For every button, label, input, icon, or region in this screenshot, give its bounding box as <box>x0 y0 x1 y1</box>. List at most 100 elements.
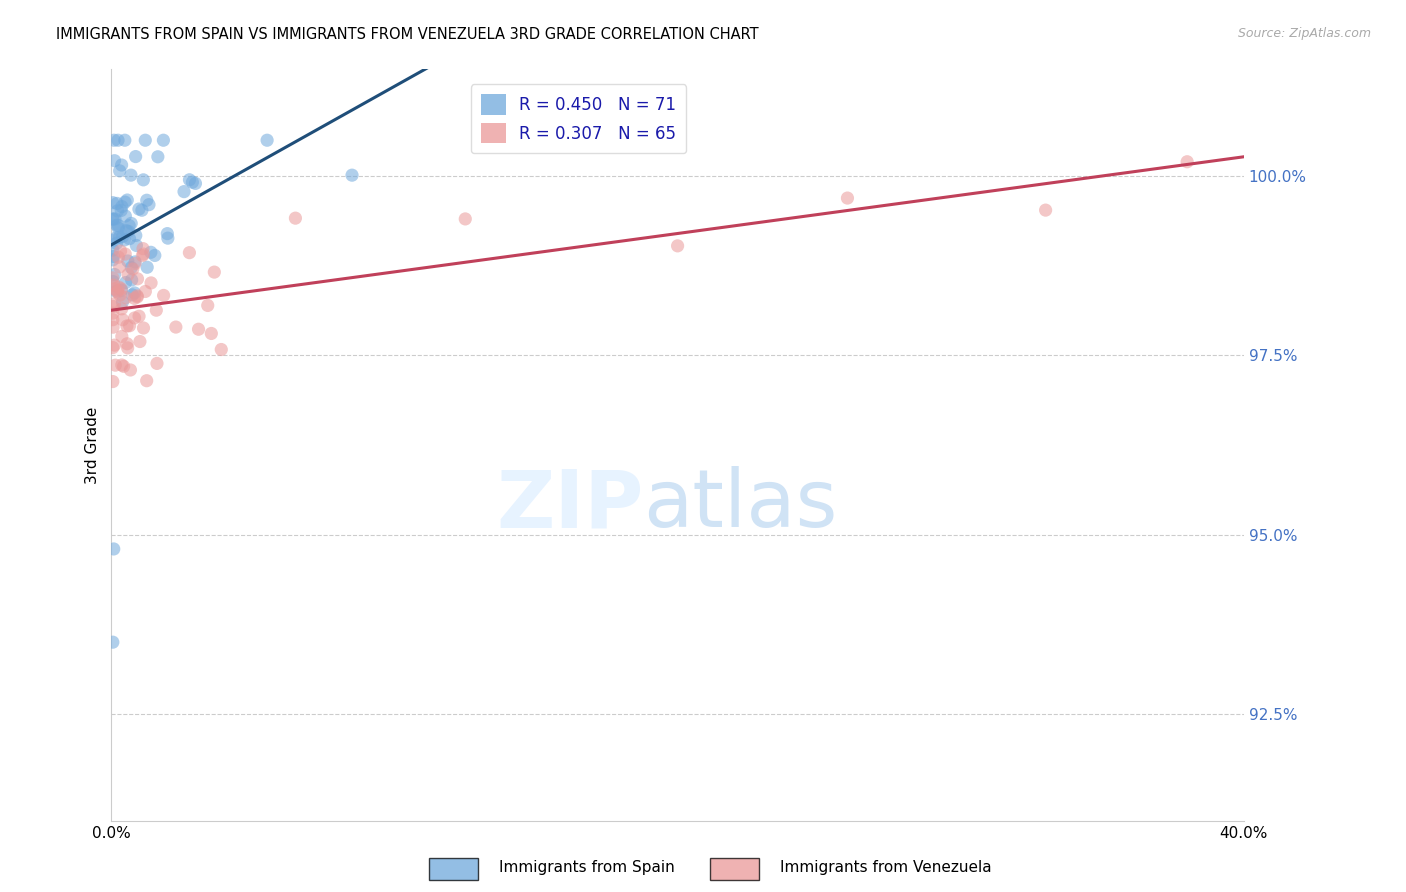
Point <box>121 262 143 277</box>
Point <box>111 358 134 372</box>
Point <box>143 248 166 262</box>
Point <box>135 193 157 207</box>
Point <box>114 247 136 261</box>
Point <box>134 133 156 147</box>
Point <box>103 233 125 247</box>
Point <box>103 153 125 168</box>
Point <box>105 236 128 251</box>
Point <box>117 224 139 238</box>
Y-axis label: 3rd Grade: 3rd Grade <box>86 406 100 483</box>
Point <box>145 303 167 318</box>
Point <box>114 276 136 290</box>
Point <box>121 288 143 302</box>
Point <box>138 197 160 211</box>
Point <box>136 260 159 275</box>
Point <box>101 252 124 267</box>
Point <box>120 363 142 377</box>
Point <box>132 242 155 256</box>
Point <box>131 249 153 263</box>
Point <box>117 341 139 355</box>
Point <box>184 177 207 191</box>
Point <box>124 310 146 325</box>
Point <box>101 243 124 257</box>
Point <box>165 320 187 334</box>
Point <box>121 273 143 287</box>
Point <box>127 290 149 304</box>
Point <box>105 196 128 211</box>
Text: Source: ZipAtlas.com: Source: ZipAtlas.com <box>1237 27 1371 40</box>
Point <box>284 211 307 226</box>
Point <box>181 175 204 189</box>
Point <box>173 185 195 199</box>
Point <box>118 232 141 246</box>
Point <box>197 298 219 312</box>
Point <box>187 322 209 336</box>
Point <box>127 272 149 286</box>
Point <box>107 250 129 264</box>
Text: atlas: atlas <box>644 467 838 544</box>
Point <box>104 282 127 296</box>
Point <box>117 254 139 268</box>
Point <box>200 326 222 341</box>
Point <box>131 203 153 218</box>
Point <box>117 193 139 207</box>
Point <box>101 300 124 314</box>
Point <box>454 211 477 226</box>
Point <box>104 296 127 310</box>
Point <box>111 295 134 310</box>
Point <box>108 260 131 274</box>
Point <box>127 289 149 303</box>
Point <box>101 306 124 320</box>
Point <box>105 230 128 244</box>
Point <box>114 133 136 147</box>
Point <box>105 284 128 298</box>
Point <box>101 275 124 289</box>
Point <box>101 212 124 227</box>
Point <box>103 133 125 147</box>
Point <box>128 202 150 216</box>
Point <box>111 229 134 244</box>
Point <box>117 268 139 282</box>
Point <box>108 164 131 178</box>
Point <box>179 245 201 260</box>
Point <box>124 255 146 269</box>
Point <box>103 268 125 282</box>
Point <box>108 288 131 302</box>
Point <box>115 318 138 333</box>
Point <box>120 216 142 230</box>
Point <box>114 209 136 223</box>
Text: ZIP: ZIP <box>496 467 644 544</box>
Point <box>139 245 162 260</box>
Point <box>132 321 155 335</box>
Text: Immigrants from Venezuela: Immigrants from Venezuela <box>780 861 993 875</box>
Text: IMMIGRANTS FROM SPAIN VS IMMIGRANTS FROM VENEZUELA 3RD GRADE CORRELATION CHART: IMMIGRANTS FROM SPAIN VS IMMIGRANTS FROM… <box>56 27 759 42</box>
Point <box>124 285 146 300</box>
Point <box>156 231 179 245</box>
Point <box>135 374 157 388</box>
Point <box>103 278 125 293</box>
Point <box>115 336 138 351</box>
Point <box>110 158 132 172</box>
Point <box>118 318 141 333</box>
Point <box>107 219 129 233</box>
Point <box>125 238 148 252</box>
Point <box>112 359 135 374</box>
Point <box>111 200 134 214</box>
Point <box>103 249 125 263</box>
Point <box>108 230 131 244</box>
Point <box>152 288 174 302</box>
Point <box>101 320 124 334</box>
Point <box>104 358 127 372</box>
Point <box>156 227 179 241</box>
Point <box>101 312 124 326</box>
Point <box>110 283 132 297</box>
Point <box>128 309 150 323</box>
Point <box>101 375 124 389</box>
Point <box>107 221 129 235</box>
Point <box>114 195 136 210</box>
Point <box>132 173 155 187</box>
Point <box>124 291 146 305</box>
Point <box>125 228 148 243</box>
Point <box>1035 203 1057 218</box>
Point <box>107 203 129 218</box>
